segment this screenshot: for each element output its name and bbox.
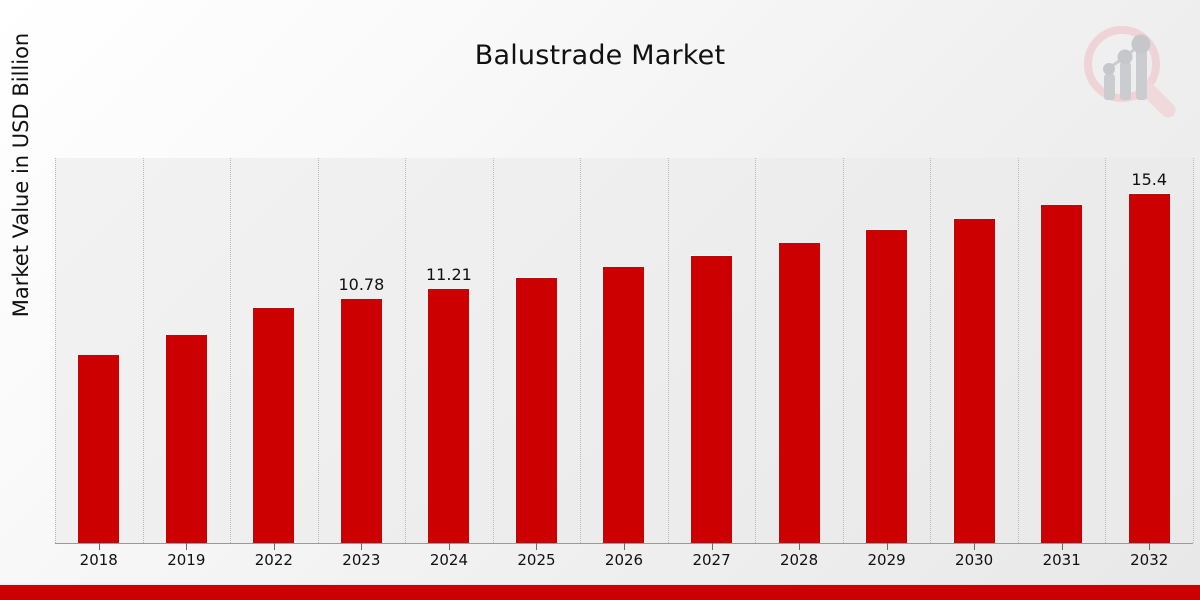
x-axis-label: 2024 (429, 551, 469, 569)
gridline (1193, 158, 1195, 543)
bar[interactable] (866, 230, 908, 543)
bar-value-label: 15.4 (1131, 170, 1168, 190)
bar-group: 10.78 (318, 158, 406, 543)
bar[interactable] (691, 255, 733, 543)
bar-group (930, 158, 1018, 543)
x-axis-label: 2029 (867, 551, 906, 569)
x-axis-tick (361, 543, 363, 550)
x-axis-tick (799, 543, 801, 550)
x-axis-label: 2027 (692, 551, 731, 569)
gridline (930, 158, 932, 543)
gridline (405, 158, 407, 543)
x-axis-label: 2022 (254, 551, 293, 569)
bar-value-label: 10.78 (338, 274, 385, 294)
gridline (230, 158, 232, 543)
x-axis-label: 2025 (517, 551, 556, 569)
gridline (1105, 158, 1107, 543)
x-axis-label: 2028 (779, 551, 819, 569)
x-axis-tick (974, 543, 976, 550)
bar[interactable] (778, 242, 820, 543)
bar[interactable] (953, 219, 995, 543)
x-axis-tick (536, 543, 538, 550)
bar-group (55, 158, 143, 543)
bar[interactable] (165, 335, 207, 543)
bar[interactable] (515, 278, 557, 543)
gridline (755, 158, 757, 543)
x-axis-tick (1061, 543, 1063, 550)
bar[interactable] (340, 298, 382, 543)
bar-group (493, 158, 581, 543)
x-axis-tick (273, 543, 275, 550)
bar-group (755, 158, 843, 543)
x-axis-label: 2030 (955, 551, 994, 569)
x-axis-tick (1149, 543, 1151, 550)
gridline (667, 158, 670, 543)
y-axis-title: Market Value in USD Billion (9, 32, 33, 318)
bar[interactable] (253, 308, 295, 543)
bar-group (668, 158, 756, 543)
bar-group (843, 158, 931, 543)
gridline (317, 158, 320, 543)
gridline (55, 158, 57, 543)
bar-chart-icon (1103, 34, 1151, 100)
x-axis-label: 2018 (79, 551, 118, 569)
x-axis-label: 2019 (167, 551, 206, 569)
x-axis-tick (886, 543, 888, 550)
x-axis-tick (448, 543, 450, 550)
x-axis-label: 2023 (342, 551, 381, 569)
bar[interactable] (603, 266, 645, 543)
bar[interactable] (428, 289, 470, 543)
gridline (842, 158, 845, 543)
page-title: Balustrade Market (474, 40, 726, 71)
bar-group: 11.21 (405, 158, 493, 543)
bar[interactable] (78, 355, 120, 543)
x-axis-tick (98, 543, 100, 550)
bar[interactable] (1128, 194, 1170, 543)
gridline (142, 158, 145, 543)
bar-group: 15.4 (1105, 158, 1193, 543)
bar-group (143, 158, 231, 543)
bar-group (580, 158, 668, 543)
gridline (492, 158, 495, 543)
x-axis-tick (186, 543, 188, 550)
x-axis-label: 2026 (604, 551, 644, 569)
footer-accent-bar (0, 585, 1200, 600)
watermark-logo (1074, 22, 1182, 122)
x-axis-label: 2031 (1042, 551, 1081, 569)
plot-area: 10.78 11.21 15.4 (55, 158, 1195, 543)
bar-value-label: 11.21 (426, 265, 472, 285)
x-axis-label: 2032 (1130, 551, 1169, 569)
bar-group (1018, 158, 1106, 543)
gridline (1017, 158, 1020, 543)
x-axis-tick (711, 543, 713, 550)
bar[interactable] (1041, 205, 1083, 543)
x-axis-tick (624, 543, 625, 550)
bar-group (230, 158, 318, 543)
gridline (580, 158, 582, 543)
